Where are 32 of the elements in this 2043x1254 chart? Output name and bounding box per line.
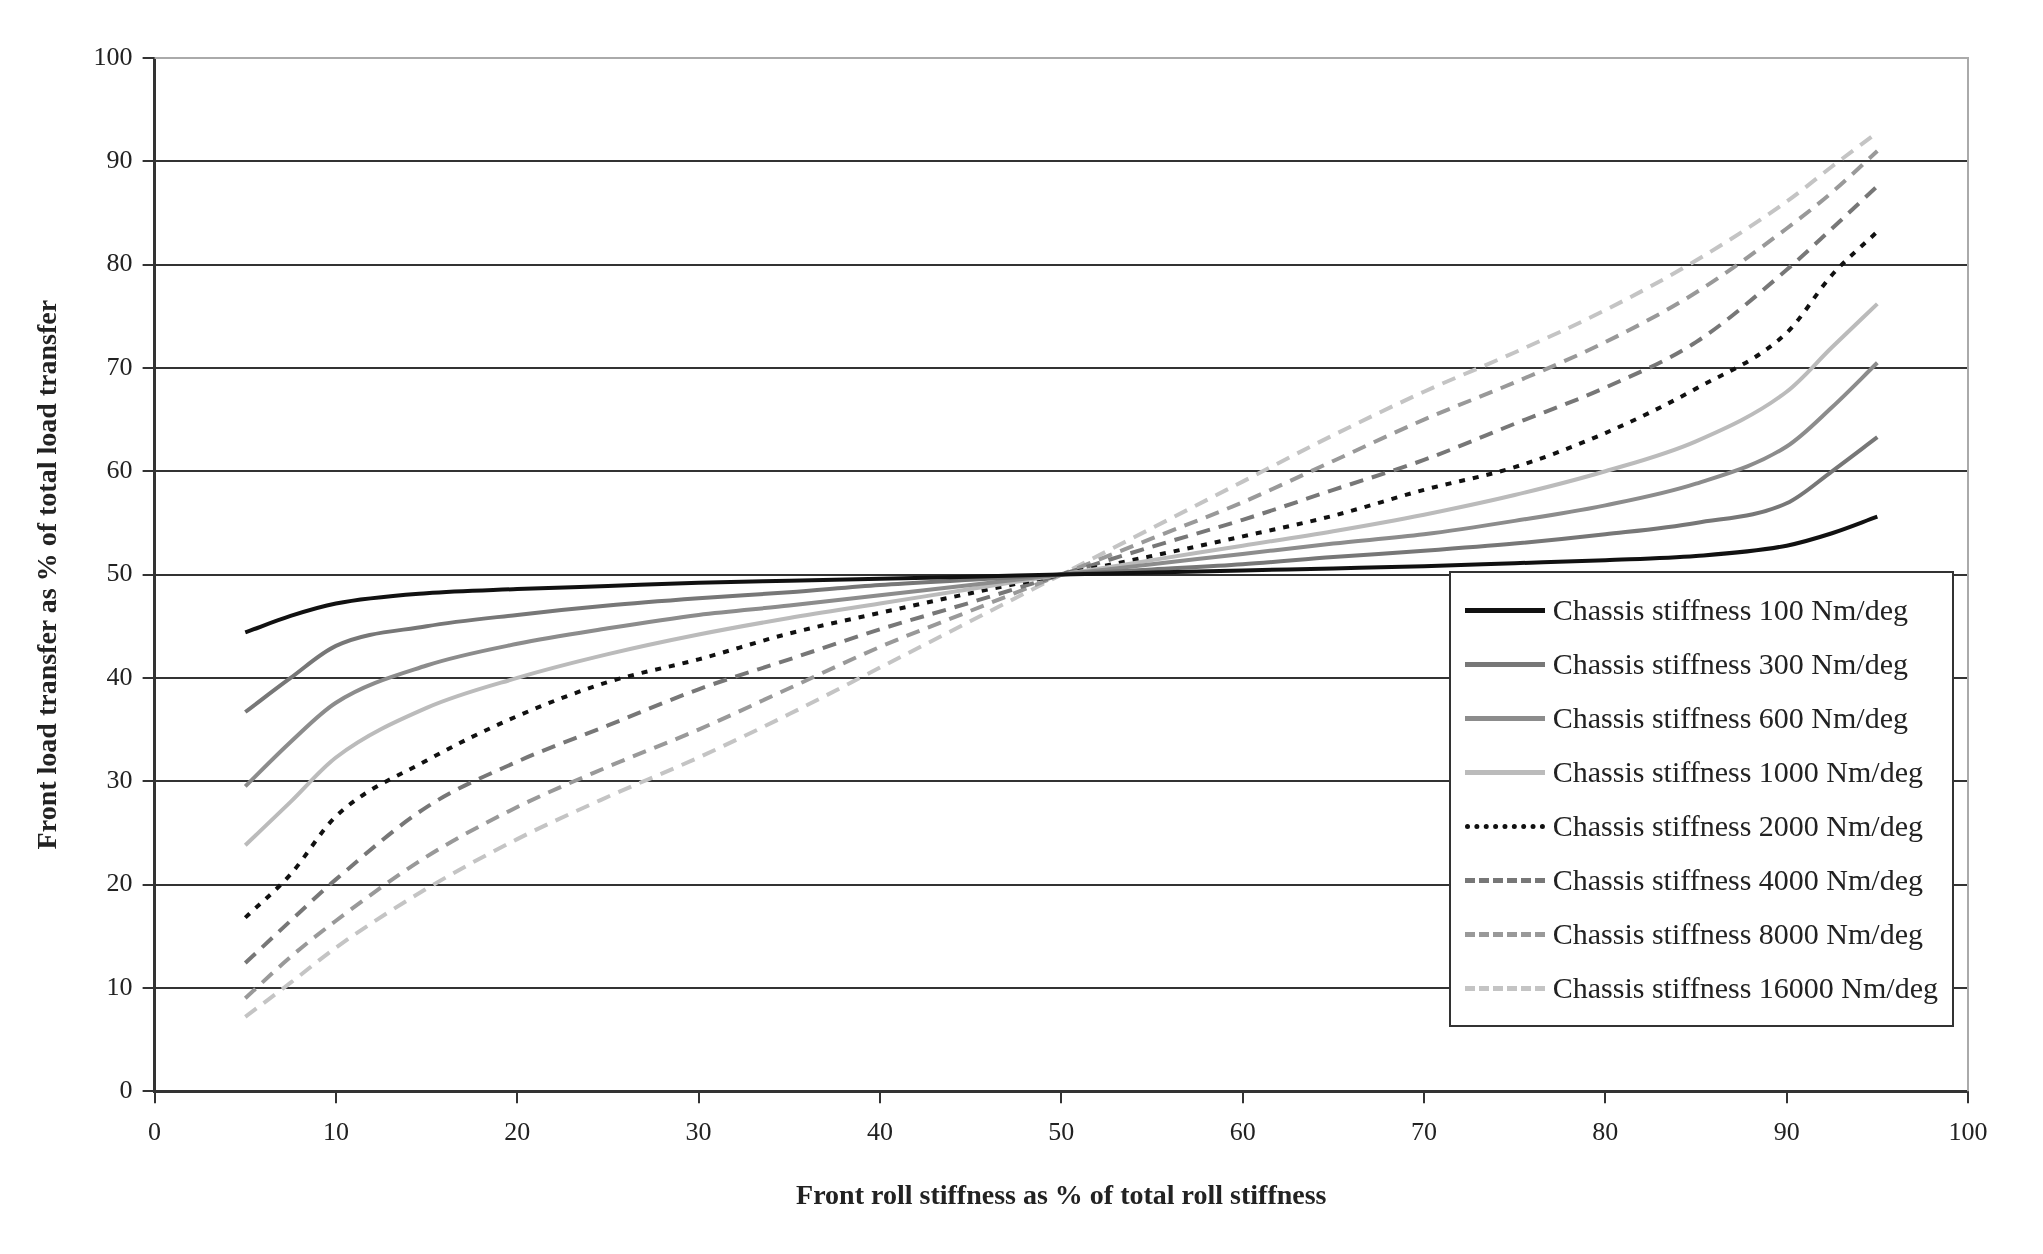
legend-label: Chassis stiffness 8000 Nm/deg	[1552, 917, 1923, 952]
x-tick-label: 60	[1229, 1116, 1256, 1146]
x-tick-label: 80	[1592, 1116, 1619, 1146]
legend-label: Chassis stiffness 16000 Nm/deg	[1552, 971, 1938, 1006]
y-tick-label: 80	[106, 248, 133, 278]
y-tick-label: 30	[106, 765, 133, 795]
x-tick-label: 10	[322, 1116, 349, 1146]
x-axis-title: Front roll stiffness as % of total roll stiffness	[796, 1179, 1327, 1211]
x-tick-label: 90	[1773, 1116, 1800, 1146]
legend-label: Chassis stiffness 2000 Nm/deg	[1552, 809, 1923, 844]
legend-label: Chassis stiffness 300 Nm/deg	[1552, 647, 1908, 682]
y-tick-label: 40	[106, 661, 133, 691]
y-axis-title: Front load transfer as % of total load transfer	[31, 299, 63, 850]
x-tick-label: 70	[1410, 1116, 1437, 1146]
y-tick-label: 100	[93, 41, 133, 71]
legend-label: Chassis stiffness 1000 Nm/deg	[1552, 755, 1923, 790]
legend-label: Chassis stiffness 600 Nm/deg	[1552, 701, 1908, 736]
x-tick-label: 0	[148, 1116, 162, 1146]
x-tick-label: 50	[1048, 1116, 1075, 1146]
x-tick-label: 20	[504, 1116, 531, 1146]
legend-label: Chassis stiffness 4000 Nm/deg	[1552, 863, 1923, 898]
x-tick-label: 40	[866, 1116, 893, 1146]
y-tick-label: 50	[106, 558, 133, 588]
x-tick-label: 30	[685, 1116, 712, 1146]
y-tick-label: 70	[106, 351, 133, 381]
legend-label: Chassis stiffness 100 Nm/deg	[1552, 593, 1908, 628]
y-tick-label: 0	[119, 1075, 133, 1105]
y-tick-label: 60	[106, 455, 133, 485]
x-tick-label: 100	[1948, 1116, 1988, 1146]
y-tick-label: 90	[106, 145, 133, 175]
y-tick-label: 20	[106, 868, 133, 898]
y-tick-label: 10	[106, 971, 133, 1001]
